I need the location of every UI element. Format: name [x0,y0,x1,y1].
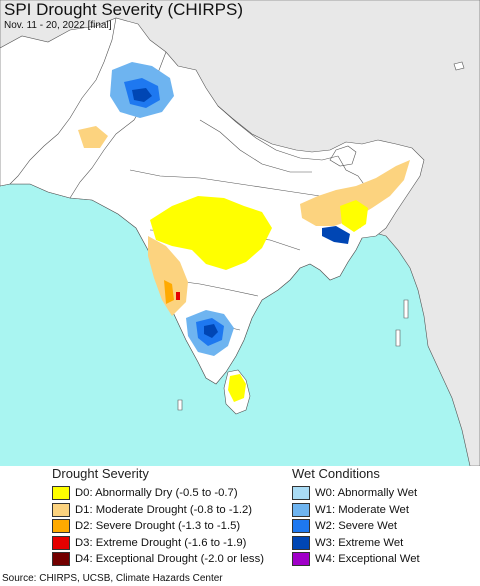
swatch-w3 [292,535,310,550]
legend-label-w4: W4: Exceptional Wet [315,553,420,566]
drought-map [0,0,480,466]
swatch-w1 [292,502,310,517]
d1-northeast [300,160,410,226]
source-credit: Source: CHIRPS, UCSB, Climate Hazards Ce… [2,573,223,584]
swatch-d1 [52,502,70,517]
islands [177,61,465,411]
drought-legend: Drought Severity D0: Abnormally Dry (-0.… [52,466,282,570]
d3-spot [176,292,180,300]
legend-label-w3: W3: Extreme Wet [315,536,404,549]
swatch-w2 [292,519,310,534]
legend-label-d2: D2: Severe Drought (-1.3 to -1.5) [75,520,241,533]
d1-northwest [78,126,108,148]
legend-item-d4: D4: Exceptional Drought (-2.0 or less) [52,551,282,568]
swatch-d0 [52,486,70,501]
w3-kashmir [132,88,152,102]
legend-item-w3: W3: Extreme Wet [292,535,472,552]
wet-legend: Wet Conditions W0: Abnormally Wet W1: Mo… [292,466,472,570]
legend-item-d1: D1: Moderate Drought (-0.8 to -1.2) [52,502,282,519]
legend-label-d1: D1: Moderate Drought (-0.8 to -1.2) [75,503,253,516]
legend-label-d3: D3: Extreme Drought (-1.6 to -1.9) [75,536,247,549]
w3-south-india [204,324,218,338]
legend-item-d2: D2: Severe Drought (-1.3 to -1.5) [52,518,282,535]
swatch-d2 [52,519,70,534]
map-title: SPI Drought Severity (CHIRPS) [4,0,244,19]
legend-label-d0: D0: Abnormally Dry (-0.5 to -0.7) [75,487,238,500]
swatch-w4 [292,552,310,567]
legend-label-w2: W2: Severe Wet [315,520,398,533]
d0-northeast [340,200,368,232]
legend-item-d3: D3: Extreme Drought (-1.6 to -1.9) [52,535,282,552]
legend-item-w4: W4: Exceptional Wet [292,551,472,568]
swatch-d3 [52,535,70,550]
legend-label-w0: W0: Abnormally Wet [315,487,418,500]
swatch-d4 [52,552,70,567]
wet-legend-title: Wet Conditions [292,466,380,481]
legend-item-w2: W2: Severe Wet [292,518,472,535]
legend-item-w0: W0: Abnormally Wet [292,485,472,502]
legend-label-d4: D4: Exceptional Drought (-2.0 or less) [75,553,264,566]
legend-item-d0: D0: Abnormally Dry (-0.5 to -0.7) [52,485,282,502]
d0-central-india [150,196,272,270]
anomaly-overlay [78,62,410,402]
legend-label-w1: W1: Moderate Wet [315,503,409,516]
legend-item-w1: W1: Moderate Wet [292,502,472,519]
d0-sri-lanka [228,374,246,402]
d2-west-coast [164,280,174,304]
map-subtitle: Nov. 11 - 20, 2022 [final] [4,20,112,31]
swatch-w0 [292,486,310,501]
w3-bangladesh-coast [322,226,350,244]
drought-legend-title: Drought Severity [52,466,149,481]
